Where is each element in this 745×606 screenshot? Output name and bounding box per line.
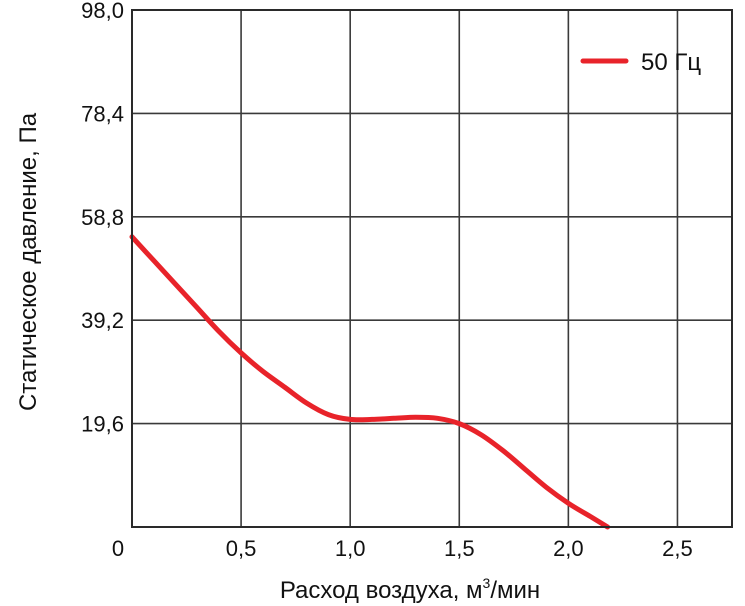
series-line-50hz <box>129 234 611 530</box>
grid-lines <box>132 9 732 527</box>
series-layer <box>129 234 611 530</box>
y-tick-labels: 19,6 39,2 58,8 78,4 98,0 <box>81 0 124 437</box>
x-axis-title-sup: 3 <box>483 575 491 591</box>
legend-label: 50 Гц <box>641 49 701 76</box>
plot-frame <box>131 9 733 528</box>
y-axis-title: Статическое давление, Па <box>15 112 42 411</box>
x-axis-title: Расход воздуха, м3/мин <box>280 575 540 604</box>
x-tick-labels: 0,5 1,0 1,5 2,0 2,5 <box>226 536 693 561</box>
y-tick-label: 39,2 <box>81 308 124 333</box>
y-tick-label: 19,6 <box>81 412 124 437</box>
x-tick-label: 1,5 <box>444 536 475 561</box>
y-tick-label: 58,8 <box>81 205 124 230</box>
x-axis-title-main: Расход воздуха, м <box>280 577 483 604</box>
y-tick-label: 98,0 <box>81 0 124 23</box>
x-tick-label: 0,5 <box>226 536 257 561</box>
x-tick-label: 1,0 <box>335 536 366 561</box>
legend: 50 Гц <box>580 49 701 76</box>
x-tick-label: 2,0 <box>553 536 584 561</box>
y-tick-label: 78,4 <box>81 101 124 126</box>
x-tick-label: 2,5 <box>662 536 693 561</box>
origin-label: 0 <box>112 536 124 561</box>
x-axis-title-suffix: /мин <box>490 577 540 604</box>
